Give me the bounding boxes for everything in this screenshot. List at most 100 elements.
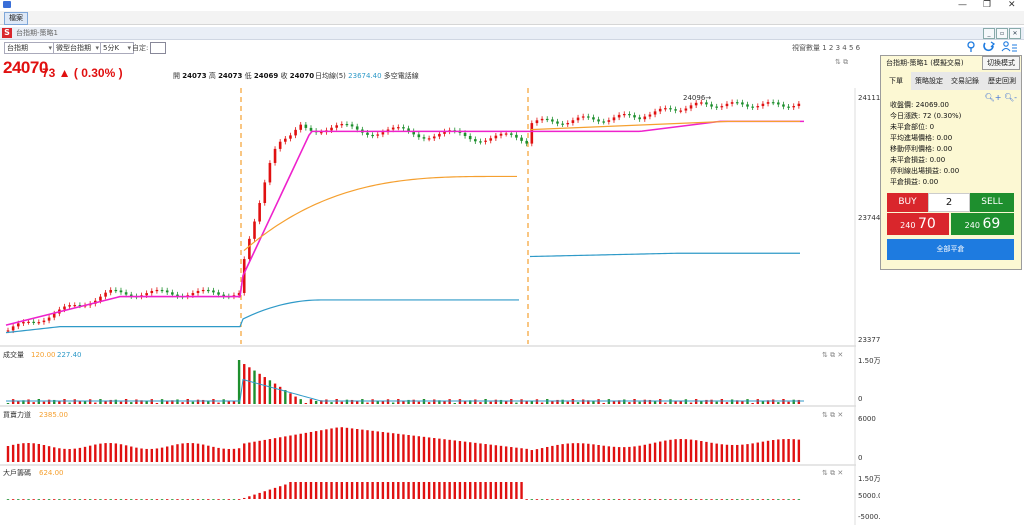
zoom-out-icon[interactable]: 🔍︎- bbox=[1003, 93, 1017, 102]
chip-bar bbox=[433, 482, 436, 499]
close-all-button[interactable]: 全部平倉 bbox=[887, 239, 1014, 260]
power-bar bbox=[638, 445, 641, 462]
view-count-selector[interactable]: 視窗數量 1 2 3 4 5 6 bbox=[792, 44, 861, 52]
candle bbox=[37, 322, 41, 324]
chip-bar bbox=[525, 499, 528, 500]
chip-bar bbox=[191, 499, 195, 500]
chip-bar bbox=[309, 482, 313, 499]
chip-bar bbox=[119, 499, 123, 500]
power-bar bbox=[37, 443, 41, 462]
volume-bar bbox=[746, 399, 749, 404]
legend-value: 624.00 bbox=[39, 469, 64, 477]
volume-bar bbox=[782, 399, 785, 404]
ma-label: 日均線(5) bbox=[315, 72, 346, 80]
chip-bar bbox=[53, 499, 56, 500]
chip-bar bbox=[135, 499, 138, 500]
panel-controls-icon[interactable]: ⇅ ⧉ ✕ bbox=[822, 411, 843, 419]
doc-restore-button[interactable]: ▫ bbox=[996, 28, 1008, 39]
power-bar bbox=[83, 446, 87, 462]
volume-bar bbox=[160, 399, 164, 404]
zoom-controls[interactable]: 🔍︎+ 🔍︎- bbox=[985, 93, 1017, 102]
tab-backtest[interactable]: 歷史回測 bbox=[988, 77, 1016, 85]
volume-bar bbox=[602, 402, 605, 404]
chip-bar bbox=[381, 482, 385, 499]
volume-bar bbox=[391, 402, 395, 404]
volume-bar bbox=[273, 383, 277, 404]
chip-bar bbox=[27, 499, 30, 500]
chip-bar bbox=[366, 482, 369, 499]
power-bar bbox=[304, 432, 308, 462]
volume-bar bbox=[592, 400, 595, 404]
ask-price-button[interactable]: 240 69 bbox=[951, 213, 1014, 235]
chip-bar bbox=[397, 482, 400, 499]
chip-bar bbox=[171, 499, 174, 500]
power-bar bbox=[381, 432, 385, 462]
candle bbox=[602, 121, 606, 123]
candle bbox=[463, 132, 467, 137]
power-bar bbox=[58, 448, 61, 462]
tab-order[interactable]: 下單 bbox=[881, 72, 911, 90]
tab-trade-history[interactable]: 交易記錄 bbox=[951, 77, 979, 85]
power-bar bbox=[669, 439, 672, 462]
interval-select[interactable]: 5分K bbox=[100, 42, 134, 54]
power-bar bbox=[232, 448, 236, 462]
contract-type-select[interactable]: 微型台指期 bbox=[53, 42, 102, 54]
main-chart-settings-icon[interactable]: ⇅ ⧉ bbox=[835, 58, 849, 66]
switch-mode-button[interactable]: 切換模式 bbox=[982, 56, 1020, 70]
candle bbox=[761, 103, 765, 107]
candle bbox=[171, 292, 174, 295]
volume-bar bbox=[525, 400, 528, 404]
bid-price-button[interactable]: 240 70 bbox=[887, 213, 949, 235]
candle bbox=[530, 123, 534, 144]
user-list-icon[interactable] bbox=[1001, 41, 1017, 52]
restore-button[interactable]: ❐ bbox=[983, 0, 992, 10]
menu-tab-file[interactable]: 檔案 bbox=[4, 12, 28, 25]
candle bbox=[484, 140, 487, 142]
doc-close-button[interactable]: ✕ bbox=[1009, 28, 1021, 39]
volume-bar bbox=[741, 400, 744, 404]
candle bbox=[489, 138, 493, 141]
volume-bar bbox=[42, 401, 46, 404]
chart-area[interactable]: 24111 23744 23377 成交量 120.00 227.40 ⇅ ⧉ ✕ 買賣力道 2… bbox=[0, 88, 880, 525]
power-bar bbox=[207, 445, 210, 462]
volume-bar bbox=[561, 399, 564, 404]
volume-bar bbox=[124, 399, 128, 404]
close-button[interactable]: ✕ bbox=[1008, 0, 1016, 10]
symbol-select[interactable]: 台指期 bbox=[4, 42, 55, 54]
power-bar bbox=[227, 448, 231, 462]
buy-button[interactable]: BUY bbox=[887, 193, 928, 212]
panel-controls-icon[interactable]: ⇅ ⧉ ✕ bbox=[822, 469, 843, 477]
candle bbox=[278, 141, 282, 149]
chip-bar bbox=[145, 499, 148, 500]
candle bbox=[535, 120, 539, 124]
power-bar bbox=[551, 445, 554, 462]
candle bbox=[104, 292, 107, 297]
chip-bar bbox=[417, 482, 421, 499]
zoom-in-icon[interactable]: 🔍︎+ bbox=[984, 93, 1002, 102]
close-value: 24070 bbox=[289, 72, 315, 80]
power-bar bbox=[345, 427, 349, 462]
chip-bar bbox=[356, 482, 359, 499]
antenna-icon[interactable] bbox=[967, 41, 975, 52]
panel-controls-icon[interactable]: ⇅ ⧉ ✕ bbox=[822, 351, 843, 359]
high-annotation: 24096→ bbox=[683, 94, 711, 102]
chip-bar bbox=[474, 482, 477, 499]
chip-bar bbox=[402, 482, 405, 499]
chip-bar bbox=[612, 499, 616, 500]
open-position-info: 未平倉部位: 0 bbox=[890, 123, 935, 131]
open-label: 開 bbox=[173, 72, 180, 80]
volume-bar bbox=[83, 400, 87, 404]
tab-strategy-settings[interactable]: 策略設定 bbox=[915, 77, 943, 85]
last-price: 24070 bbox=[3, 58, 48, 77]
power-bar bbox=[320, 430, 323, 462]
custom-interval-input[interactable] bbox=[150, 42, 166, 54]
quantity-input[interactable]: 2 bbox=[928, 193, 970, 212]
chip-bar bbox=[602, 499, 605, 500]
power-bar bbox=[433, 438, 436, 462]
doc-minimize-button[interactable]: _ bbox=[983, 28, 995, 39]
chip-bar bbox=[684, 499, 688, 500]
chip-bar bbox=[551, 499, 554, 500]
refresh-icon[interactable] bbox=[983, 41, 996, 52]
minimize-button[interactable]: — bbox=[958, 0, 967, 10]
sell-button[interactable]: SELL bbox=[970, 193, 1014, 212]
